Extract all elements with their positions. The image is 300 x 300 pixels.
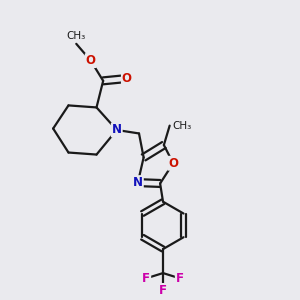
Text: F: F — [176, 272, 184, 285]
Text: O: O — [86, 54, 96, 67]
Text: O: O — [168, 157, 178, 170]
Text: CH₃: CH₃ — [172, 121, 191, 130]
Text: N: N — [133, 176, 143, 189]
Text: CH₃: CH₃ — [67, 31, 86, 41]
Text: O: O — [122, 72, 132, 85]
Text: N: N — [112, 124, 122, 136]
Text: F: F — [159, 284, 167, 297]
Text: F: F — [142, 272, 150, 285]
